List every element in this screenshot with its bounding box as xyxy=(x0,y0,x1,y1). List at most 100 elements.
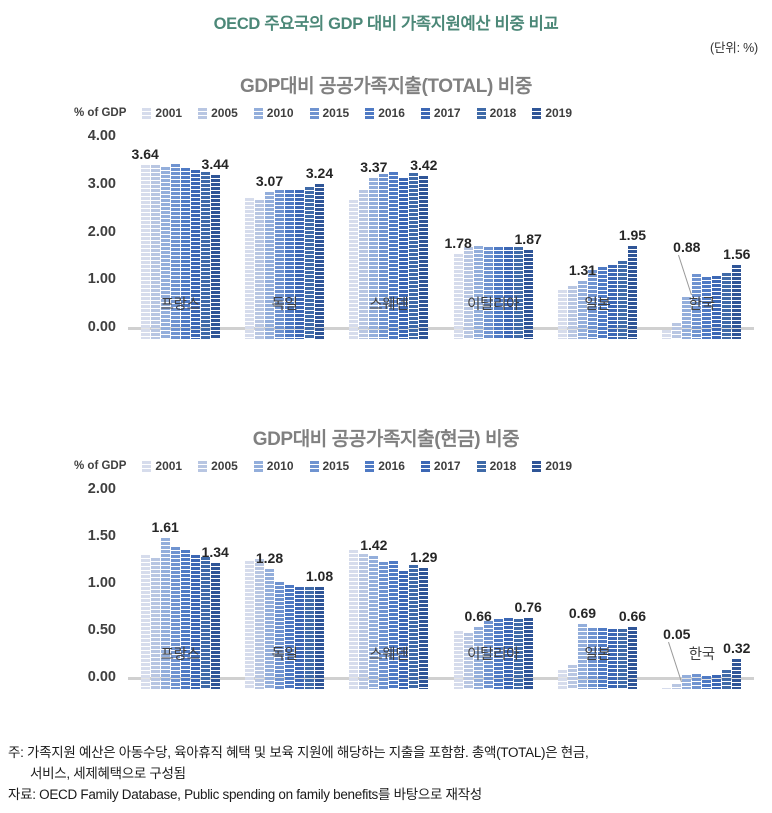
bar[interactable] xyxy=(672,684,682,689)
bar[interactable] xyxy=(379,173,389,339)
legend-item-2015[interactable]: 2015 xyxy=(309,106,349,120)
bar[interactable] xyxy=(304,187,314,339)
bar[interactable] xyxy=(692,673,702,689)
bar[interactable] xyxy=(140,554,150,689)
bar[interactable] xyxy=(557,670,567,689)
bar[interactable] xyxy=(712,674,722,689)
bar[interactable] xyxy=(409,172,419,339)
bar[interactable] xyxy=(190,554,200,689)
legend-item-2019[interactable]: 2019 xyxy=(532,106,572,120)
bar[interactable] xyxy=(244,561,254,689)
bar[interactable] xyxy=(587,627,597,689)
bar[interactable] xyxy=(493,619,503,689)
bar[interactable] xyxy=(264,192,274,339)
legend-item-2016[interactable]: 2016 xyxy=(365,459,405,473)
bar[interactable] xyxy=(523,617,533,689)
bar[interactable] xyxy=(597,267,607,339)
bar[interactable] xyxy=(567,664,577,689)
bar[interactable] xyxy=(210,174,220,339)
legend-item-2015[interactable]: 2015 xyxy=(309,459,349,473)
bar[interactable] xyxy=(359,189,369,339)
legend-item-2016[interactable]: 2016 xyxy=(365,106,405,120)
bar[interactable] xyxy=(483,246,493,339)
bar[interactable] xyxy=(577,624,587,689)
bar[interactable] xyxy=(349,200,359,339)
bar[interactable] xyxy=(254,200,264,339)
bar[interactable] xyxy=(170,547,180,689)
bar[interactable] xyxy=(702,276,712,339)
bar[interactable] xyxy=(409,564,419,689)
bar[interactable] xyxy=(419,175,429,339)
bar[interactable] xyxy=(180,549,190,689)
bar[interactable] xyxy=(389,561,399,689)
legend-item-2010[interactable]: 2010 xyxy=(253,459,294,473)
bar[interactable] xyxy=(662,687,672,689)
bar[interactable] xyxy=(662,330,672,339)
bar[interactable] xyxy=(607,265,617,339)
bar[interactable] xyxy=(160,537,170,689)
bar[interactable] xyxy=(389,171,399,339)
bar[interactable] xyxy=(150,558,160,689)
bar[interactable] xyxy=(314,587,324,689)
bar[interactable] xyxy=(682,674,692,689)
bar[interactable] xyxy=(170,164,180,339)
bar[interactable] xyxy=(732,264,742,339)
bar[interactable] xyxy=(369,555,379,689)
bar[interactable] xyxy=(150,165,160,339)
legend-item-2005[interactable]: 2005 xyxy=(198,106,238,120)
bar[interactable] xyxy=(587,269,597,339)
bar[interactable] xyxy=(682,296,692,339)
bar[interactable] xyxy=(294,189,304,339)
bar[interactable] xyxy=(453,254,463,339)
bar[interactable] xyxy=(483,621,493,689)
bar[interactable] xyxy=(627,626,637,689)
legend-item-2017[interactable]: 2017 xyxy=(420,106,461,120)
bar[interactable] xyxy=(692,273,702,339)
bar[interactable] xyxy=(523,249,533,339)
bar[interactable] xyxy=(493,246,503,339)
legend-item-2001[interactable]: 2001 xyxy=(142,459,182,473)
legend-item-2010[interactable]: 2010 xyxy=(253,106,294,120)
bar[interactable] xyxy=(627,245,637,339)
bar[interactable] xyxy=(577,280,587,339)
legend-item-2019[interactable]: 2019 xyxy=(532,459,572,473)
bar[interactable] xyxy=(463,246,473,339)
bar[interactable] xyxy=(314,184,324,339)
bar[interactable] xyxy=(140,165,150,339)
bar[interactable] xyxy=(419,567,429,689)
bar[interactable] xyxy=(349,549,359,689)
bar[interactable] xyxy=(503,617,513,689)
bar[interactable] xyxy=(200,557,210,689)
bar[interactable] xyxy=(567,286,577,339)
bar[interactable] xyxy=(359,553,369,689)
bar[interactable] xyxy=(557,290,567,339)
bar[interactable] xyxy=(180,168,190,339)
bar[interactable] xyxy=(399,178,409,339)
bar[interactable] xyxy=(722,273,732,339)
bar[interactable] xyxy=(513,246,523,339)
bar[interactable] xyxy=(597,627,607,689)
bar[interactable] xyxy=(379,562,389,689)
legend-item-2005[interactable]: 2005 xyxy=(198,459,238,473)
legend-item-2018[interactable]: 2018 xyxy=(476,106,516,120)
bar[interactable] xyxy=(264,568,274,689)
bar[interactable] xyxy=(513,618,523,689)
bar[interactable] xyxy=(473,626,483,689)
bar[interactable] xyxy=(244,198,254,339)
bar[interactable] xyxy=(732,658,742,689)
bar[interactable] xyxy=(399,570,409,689)
bar[interactable] xyxy=(503,246,513,339)
bar[interactable] xyxy=(463,632,473,689)
bar[interactable] xyxy=(473,246,483,339)
bar[interactable] xyxy=(722,670,732,689)
bar[interactable] xyxy=(702,675,712,689)
bar[interactable] xyxy=(160,167,170,339)
bar[interactable] xyxy=(210,563,220,689)
bar[interactable] xyxy=(607,628,617,689)
bar[interactable] xyxy=(284,190,294,339)
bar[interactable] xyxy=(453,630,463,689)
bar[interactable] xyxy=(672,322,682,339)
legend-item-2018[interactable]: 2018 xyxy=(476,459,516,473)
bar[interactable] xyxy=(254,559,264,689)
bar[interactable] xyxy=(200,171,210,339)
